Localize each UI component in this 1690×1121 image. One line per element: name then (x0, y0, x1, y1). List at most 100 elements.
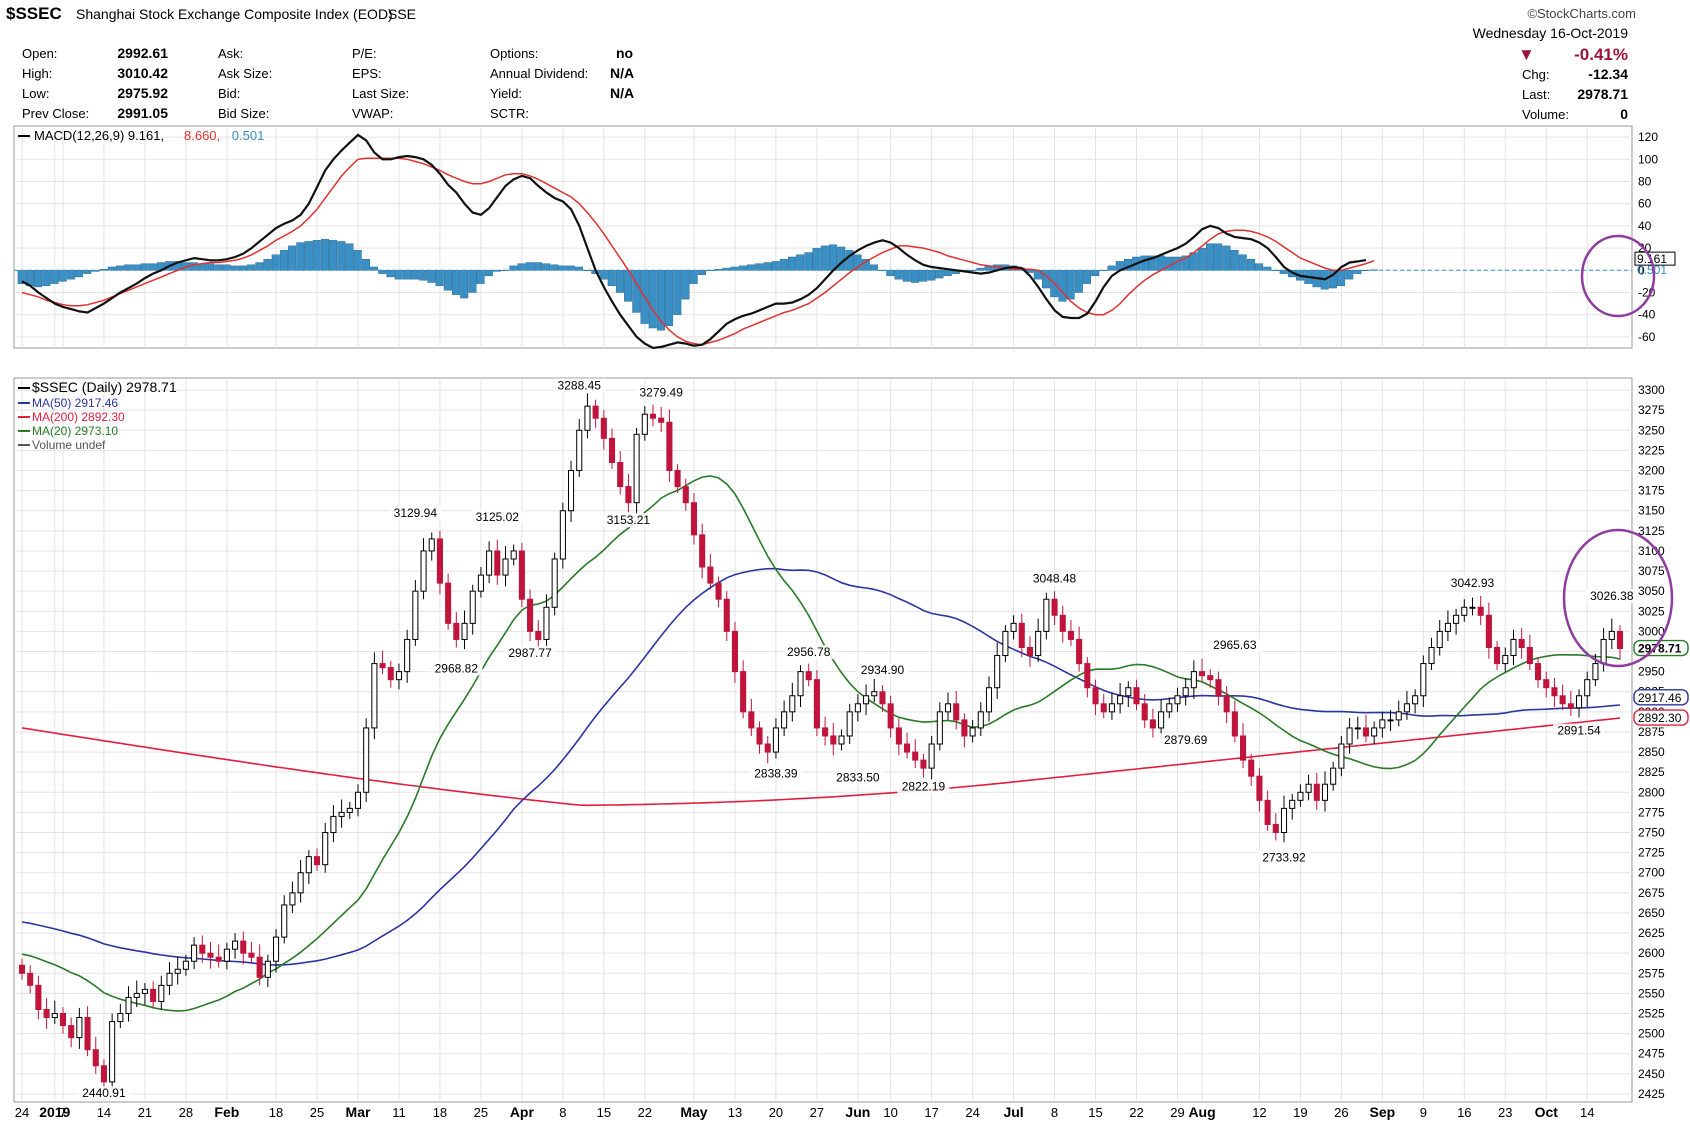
candle-body (1387, 719, 1394, 722)
candle-body (1362, 727, 1369, 737)
price-ytick-label: 3075 (1638, 564, 1665, 578)
candle-body (1354, 727, 1361, 730)
candle-body (1272, 823, 1279, 834)
price-ytick-label: 3000 (1638, 624, 1665, 638)
chg-label: Chg: (1522, 67, 1549, 82)
candle-body (428, 538, 435, 552)
annotation-bg (389, 505, 442, 520)
annotation-bg (1446, 575, 1499, 590)
candle-body (789, 695, 796, 713)
macd-histogram-bar (820, 245, 829, 271)
candle-body (1076, 638, 1083, 665)
macd-histogram-bar (255, 262, 264, 271)
macd-histogram-bar (1107, 265, 1116, 271)
candle-body (674, 470, 681, 488)
macd-histogram-bar (222, 264, 231, 271)
macd-histogram-bar (484, 270, 493, 277)
candle-body (1002, 630, 1009, 657)
macd-histogram-bar (763, 262, 772, 271)
candle-body (158, 984, 165, 1002)
candle-body (715, 582, 722, 600)
macd-histogram-bar (34, 270, 43, 288)
macd-histogram-bar (910, 270, 919, 283)
candle-body (641, 413, 648, 435)
macd-histogram-bar (828, 244, 837, 271)
macd-histogram-bar (329, 240, 338, 271)
candle-body (838, 735, 845, 745)
candle-body (322, 832, 329, 866)
watermark: ©StockCharts.com (1527, 6, 1636, 21)
quote-high-label: High: (22, 66, 52, 81)
price-annotation: 2956.78 (787, 645, 831, 659)
macd-histogram-bar (886, 270, 895, 277)
x-tick-label: 24 (965, 1105, 979, 1120)
x-tick-label: 18 (269, 1105, 283, 1120)
candle-body (207, 952, 214, 958)
candle-body (43, 1008, 50, 1019)
macd-histogram-bar (681, 270, 690, 300)
candle-body (584, 405, 591, 431)
candle-body (731, 630, 738, 673)
macd-hist-end-label: 0.501 (1637, 263, 1667, 277)
candle-body (59, 1013, 67, 1027)
macd-histogram-bar (779, 259, 788, 271)
candle-body (1403, 703, 1410, 713)
candle-body (1575, 695, 1583, 709)
macd-ytick-label: 120 (1638, 130, 1658, 144)
candle-body (633, 433, 640, 504)
macd-histogram-bar (935, 270, 944, 279)
macd-histogram-bar (353, 250, 362, 271)
candle-body (1535, 663, 1542, 681)
macd-ytick-label: 60 (1638, 197, 1652, 211)
macd-histogram-bar (665, 270, 674, 326)
candle-body (1158, 711, 1165, 729)
annotation-bg (635, 385, 688, 400)
macd-histogram-bar (1156, 255, 1165, 271)
candle-body (764, 743, 771, 753)
candle-body (985, 687, 993, 713)
macd-histogram-bar (714, 268, 723, 271)
price-ytick-label: 2775 (1638, 805, 1665, 819)
macd-histogram-bar (452, 270, 461, 295)
macd-histogram-bar (402, 270, 411, 280)
candle-body (232, 940, 239, 950)
macd-histogram-bar (574, 266, 583, 271)
quote-open: 2992.61 (117, 45, 168, 61)
macd-histogram-bar (1255, 263, 1264, 271)
candle-body (84, 1017, 91, 1051)
candle-body (1215, 679, 1222, 697)
candle-body (1043, 598, 1050, 632)
candle-body (68, 1025, 75, 1039)
macd-histogram-bar (337, 241, 346, 271)
macd-histogram-bar (66, 270, 75, 280)
price-annotation: 2440.91 (82, 1086, 126, 1100)
candle-body (1264, 799, 1271, 825)
price-annotation: 3279.49 (640, 386, 684, 400)
macd-histogram-bar (697, 270, 706, 275)
candle-body (944, 703, 952, 713)
candle-body (363, 727, 370, 793)
annotation-bg (471, 509, 524, 524)
x-tick-label: 12 (1252, 1105, 1266, 1120)
price-legend-item: MA(50) 2917.46 (32, 396, 118, 410)
candle-body (1199, 671, 1206, 677)
macd-histogram-bar (542, 263, 551, 271)
x-tick-label: 16 (1457, 1105, 1471, 1120)
candle-body (682, 486, 689, 504)
macd-histogram-bar (288, 245, 297, 271)
candle-body (1231, 711, 1238, 737)
annotation-bg (831, 770, 884, 785)
macd-histogram-bar (468, 270, 477, 293)
candle-body (330, 815, 337, 834)
annotation-bg (1208, 638, 1261, 653)
candle-body (445, 582, 452, 624)
macd-histogram-bar (1345, 270, 1354, 280)
x-tick-label: 21 (138, 1105, 152, 1120)
quote-bid-label: Bid: (218, 86, 240, 101)
candle-body (51, 1013, 58, 1019)
candle-body (830, 735, 837, 745)
macd-legend-item: MACD(12,26,9) 9.161, (34, 128, 164, 143)
candle-body (1092, 687, 1099, 705)
x-tick-label: 8 (559, 1105, 566, 1120)
